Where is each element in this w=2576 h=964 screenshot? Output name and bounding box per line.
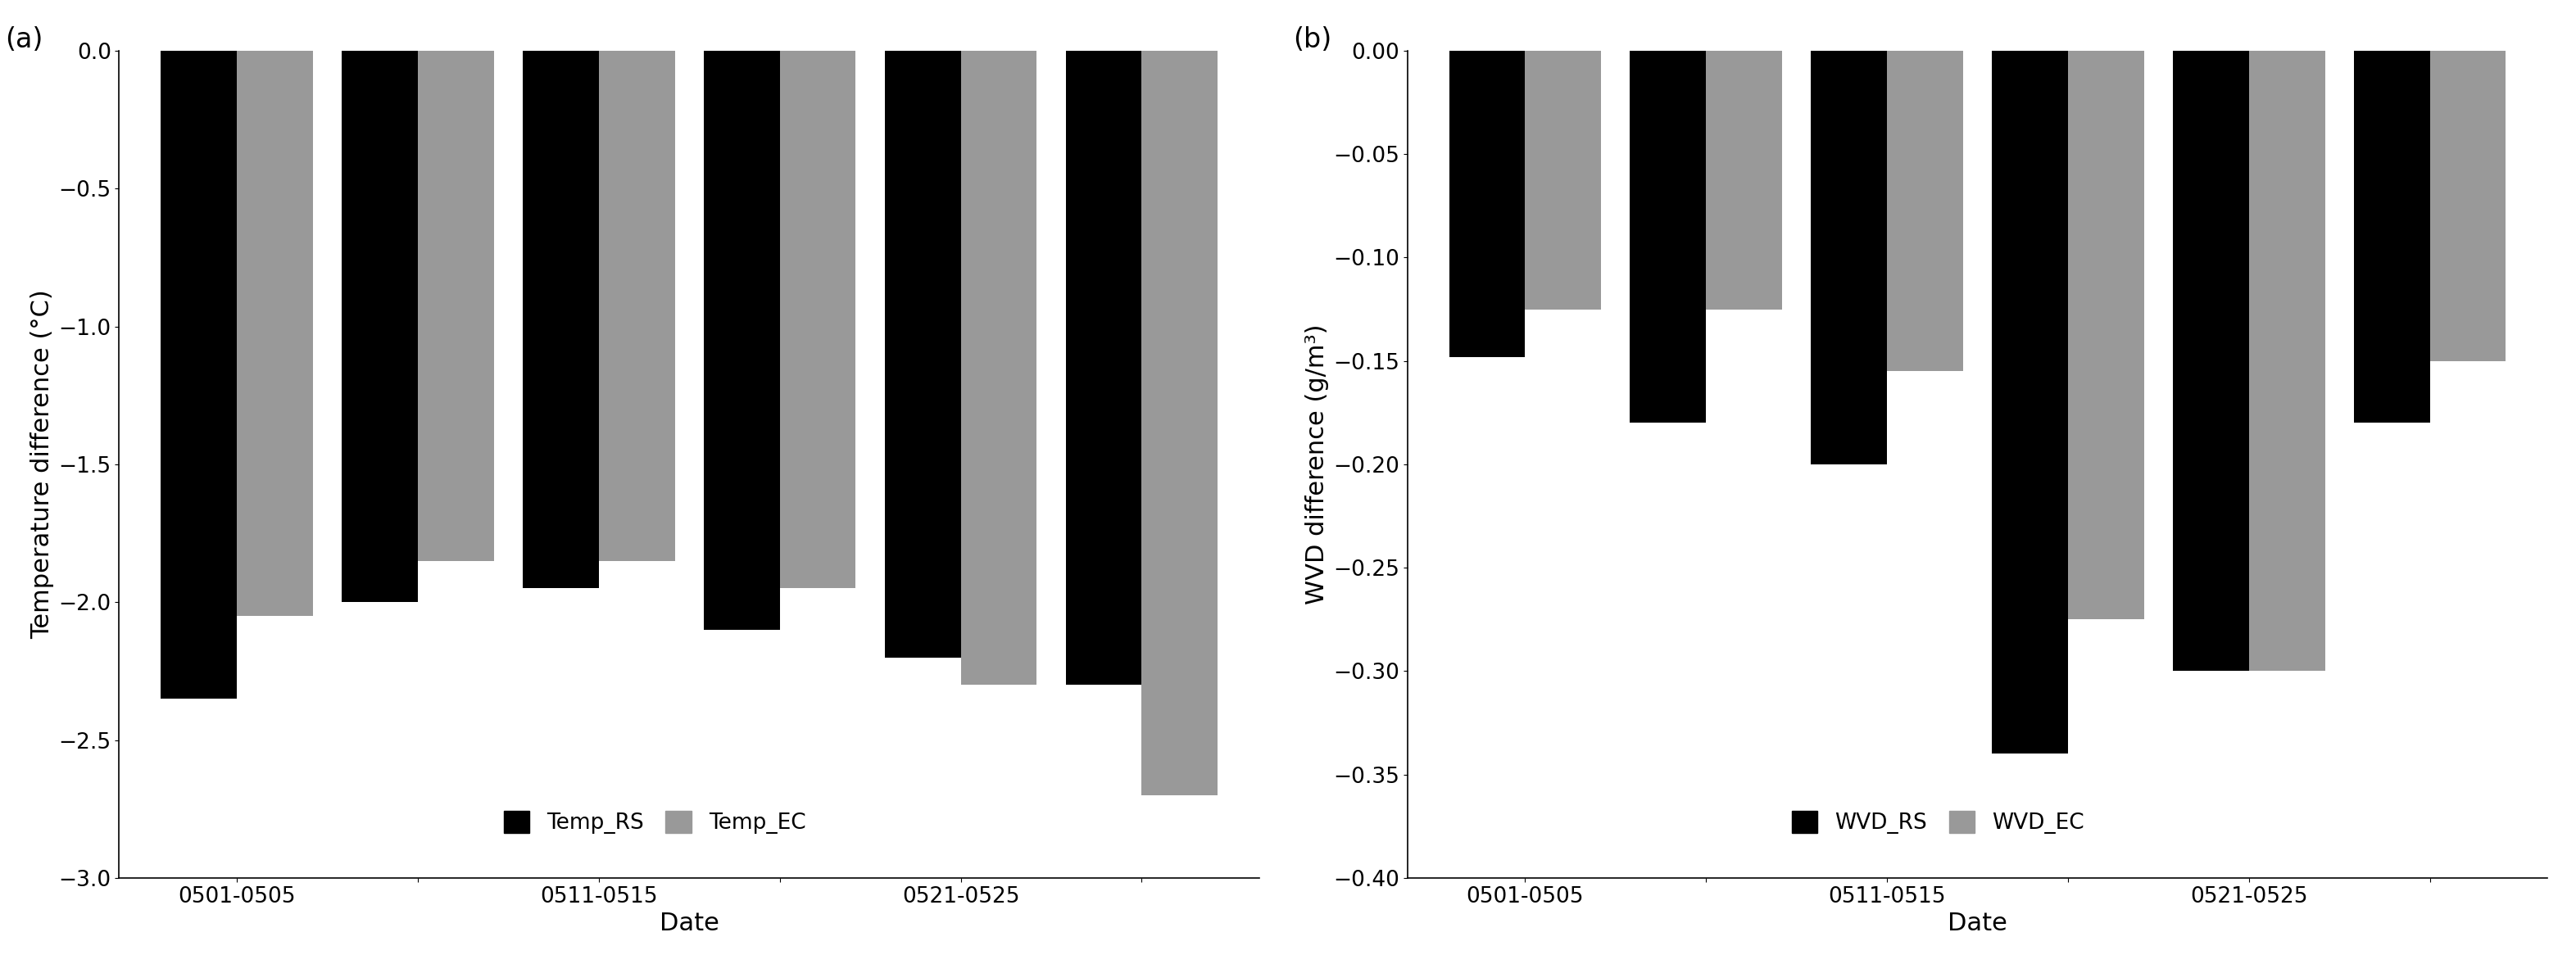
Y-axis label: WVD difference (g/m³): WVD difference (g/m³): [1306, 324, 1329, 604]
Y-axis label: Temperature difference (°C): Temperature difference (°C): [31, 289, 54, 639]
Bar: [237, 51, 312, 616]
Bar: [961, 51, 1036, 685]
Legend: Temp_RS, Temp_EC: Temp_RS, Temp_EC: [495, 802, 814, 843]
Bar: [1811, 51, 1888, 465]
Bar: [160, 51, 237, 699]
Bar: [703, 51, 781, 629]
Bar: [1705, 51, 1783, 309]
Bar: [884, 51, 961, 657]
Bar: [1525, 51, 1602, 309]
Bar: [343, 51, 417, 602]
Bar: [1888, 51, 1963, 371]
Bar: [1631, 51, 1705, 423]
Text: (b): (b): [1293, 26, 1332, 53]
Legend: WVD_RS, WVD_EC: WVD_RS, WVD_EC: [1783, 802, 2094, 843]
Bar: [2429, 51, 2506, 361]
Text: (a): (a): [5, 26, 44, 53]
Bar: [417, 51, 495, 561]
Bar: [2354, 51, 2429, 423]
Bar: [598, 51, 675, 561]
Bar: [2249, 51, 2326, 671]
Bar: [1141, 51, 1218, 795]
Bar: [2174, 51, 2249, 671]
Bar: [523, 51, 598, 588]
Bar: [781, 51, 855, 588]
Bar: [1450, 51, 1525, 357]
Bar: [1991, 51, 2069, 754]
X-axis label: Date: Date: [1947, 912, 2007, 935]
Bar: [2069, 51, 2143, 620]
X-axis label: Date: Date: [659, 912, 719, 935]
Bar: [1066, 51, 1141, 685]
